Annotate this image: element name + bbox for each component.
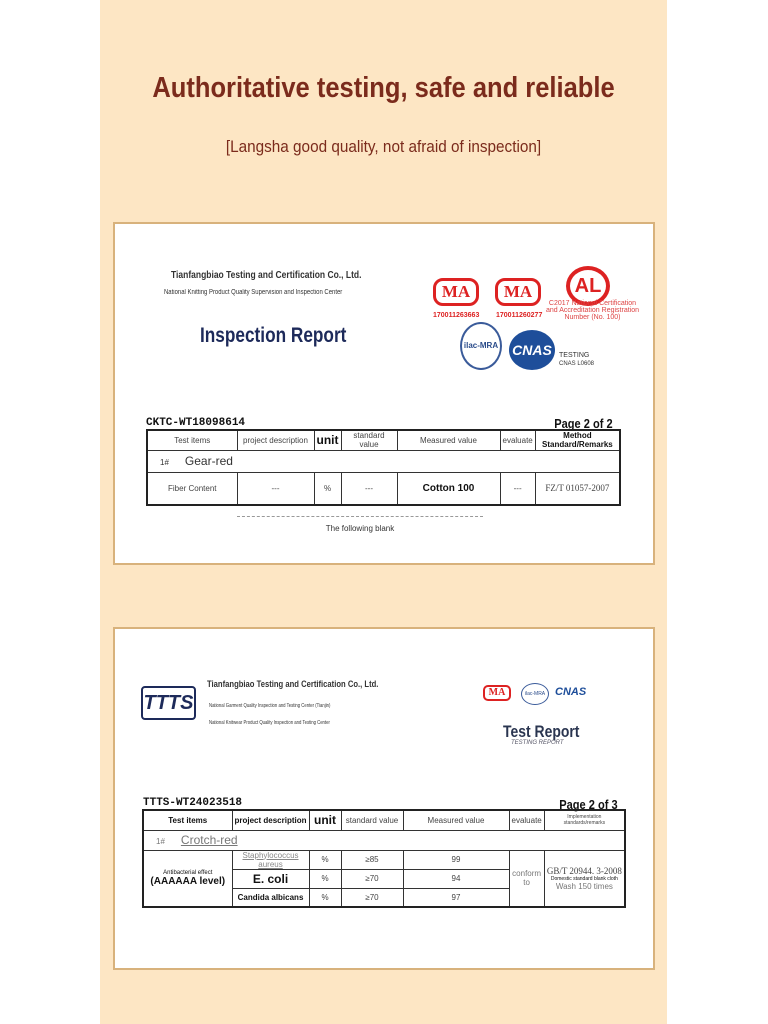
cell: 99 <box>402 849 510 870</box>
method-wash: Wash 150 times <box>555 881 613 891</box>
divider <box>237 516 483 517</box>
col-header: Measured value <box>402 809 510 831</box>
cnas-code: CNAS L0608 <box>559 361 595 367</box>
test-report-card: TTTS Tianfangbiao Testing and Certificat… <box>113 627 655 970</box>
col-header: standard value <box>340 809 404 831</box>
page-title: Authoritative testing, safe and reliable <box>152 72 615 104</box>
cell: Fiber Content <box>146 471 238 506</box>
sample-name: Crotch-red <box>180 833 238 847</box>
sample-row: 1# Crotch-red <box>142 829 626 851</box>
center-line-2: National Knitwear Product Quality Inspec… <box>209 720 330 726</box>
center-name: National Knitting Product Quality Superv… <box>164 289 343 296</box>
cell: % <box>308 887 342 908</box>
cell: ≥85 <box>340 849 404 870</box>
cell: --- <box>340 471 398 506</box>
cell: 97 <box>402 887 510 908</box>
item-cell: Antibacterial effect (AAAAAA level) <box>142 849 233 908</box>
col-header: project description <box>236 429 315 451</box>
results-table: Test items project description unit stan… <box>146 429 621 506</box>
cnas-testing: TESTING <box>559 352 590 359</box>
report-title: Inspection Report <box>200 324 347 347</box>
results-table: Test items project description unit stan… <box>142 809 626 908</box>
cell: ≥70 <box>340 887 404 908</box>
item-name: Antibacterial effect <box>163 869 213 876</box>
col-header: project description <box>231 809 310 831</box>
cell: % <box>308 868 342 889</box>
col-header: unit <box>308 809 342 831</box>
ilac-mra-logo: ilac-MRA <box>460 322 502 370</box>
page-number: Page 2 of 3 <box>559 797 618 812</box>
sample-number: 1# <box>160 458 169 467</box>
table-row: E. coli % ≥70 94 <box>143 868 625 889</box>
sample-number: 1# <box>156 837 165 846</box>
sample-row: 1# Gear-red <box>146 449 621 473</box>
col-header: standard value <box>340 429 398 451</box>
company-name: Tianfangbiao Testing and Certification C… <box>207 679 379 689</box>
cma-logo-1: MA <box>433 278 479 306</box>
col-header: Test items <box>146 429 238 451</box>
center-line-1: National Garment Quality Inspection and … <box>209 703 331 709</box>
cal-logo: AL <box>566 266 610 306</box>
cell: --- <box>236 471 315 506</box>
cell: Candida albicans <box>231 887 310 908</box>
method-standard: GB/T 20944. 3-2008 <box>546 865 622 876</box>
company-name: Tianfangbiao Testing and Certification C… <box>171 270 362 281</box>
cell: Cotton 100 <box>396 471 501 506</box>
cma-number-1: 170011263663 <box>433 312 480 319</box>
cell: % <box>308 849 342 870</box>
col-header: evaluate <box>508 809 545 831</box>
cma-logo-2: MA <box>495 278 541 306</box>
table-row: Candida albicans % ≥70 97 <box>143 887 625 908</box>
cell: FZ/T 01057-2007 <box>534 471 621 506</box>
col-header: unit <box>313 429 342 451</box>
item-level: (AAAAAA level) <box>150 875 226 887</box>
method-cell: GB/T 20944. 3-2008 Domestic standard blan… <box>543 849 626 908</box>
table-header: Test items project description unit stan… <box>142 809 626 831</box>
table-row: Antibacterial effect (AAAAAA level) Staph… <box>142 849 626 908</box>
col-header: Test items <box>142 809 233 831</box>
cnas-logo: CNAS <box>555 686 587 698</box>
method-note: Domestic standard blank cloth <box>550 875 618 882</box>
cell: E. coli <box>231 868 310 889</box>
cma-logo: MA <box>483 685 511 701</box>
col-header: Implementation standards/remarks <box>543 809 626 831</box>
col-header: Method Standard/Remarks <box>534 429 621 451</box>
report-code: CKTC-WT18098614 <box>146 417 246 429</box>
page-number: Page 2 of 2 <box>554 416 613 431</box>
inspection-report-card: Tianfangbiao Testing and Certification C… <box>113 222 655 565</box>
table-row: Fiber Content --- % --- Cotton 100 --- F… <box>146 471 621 506</box>
table-header: Test items project description unit stan… <box>146 429 621 451</box>
cell: 94 <box>402 868 510 889</box>
evaluate-cell: conform to <box>508 849 545 908</box>
page-subtitle: [Langsha good quality, not afraid of ins… <box>225 137 542 156</box>
cnas-logo: CNAS <box>509 330 555 370</box>
report-title: Test Report <box>503 722 580 741</box>
cma-number-2: 170011260277 <box>496 312 543 319</box>
col-header: Measured value <box>396 429 501 451</box>
page-panel: Authoritative testing, safe and reliable… <box>100 0 667 1024</box>
cell: Staphylococcus aureus <box>231 849 310 870</box>
report-code: TTTS-WT24023518 <box>143 797 243 809</box>
report-subtitle: TESTING REPORT <box>511 740 564 746</box>
col-header: evaluate <box>499 429 536 451</box>
sample-cell: 1# Crotch-red <box>142 829 626 851</box>
sample-name: Gear-red <box>184 454 233 468</box>
ttts-logo: TTTS <box>141 686 196 720</box>
ilac-mra-logo: ilac-MRA <box>521 683 549 705</box>
cell: % <box>313 471 342 506</box>
cell: --- <box>499 471 536 506</box>
cell: ≥70 <box>340 868 404 889</box>
footer-note: The following blank <box>325 524 395 533</box>
sample-cell: 1# Gear-red <box>146 449 621 473</box>
cal-text: C2017 National Certification and Accredi… <box>546 300 639 321</box>
